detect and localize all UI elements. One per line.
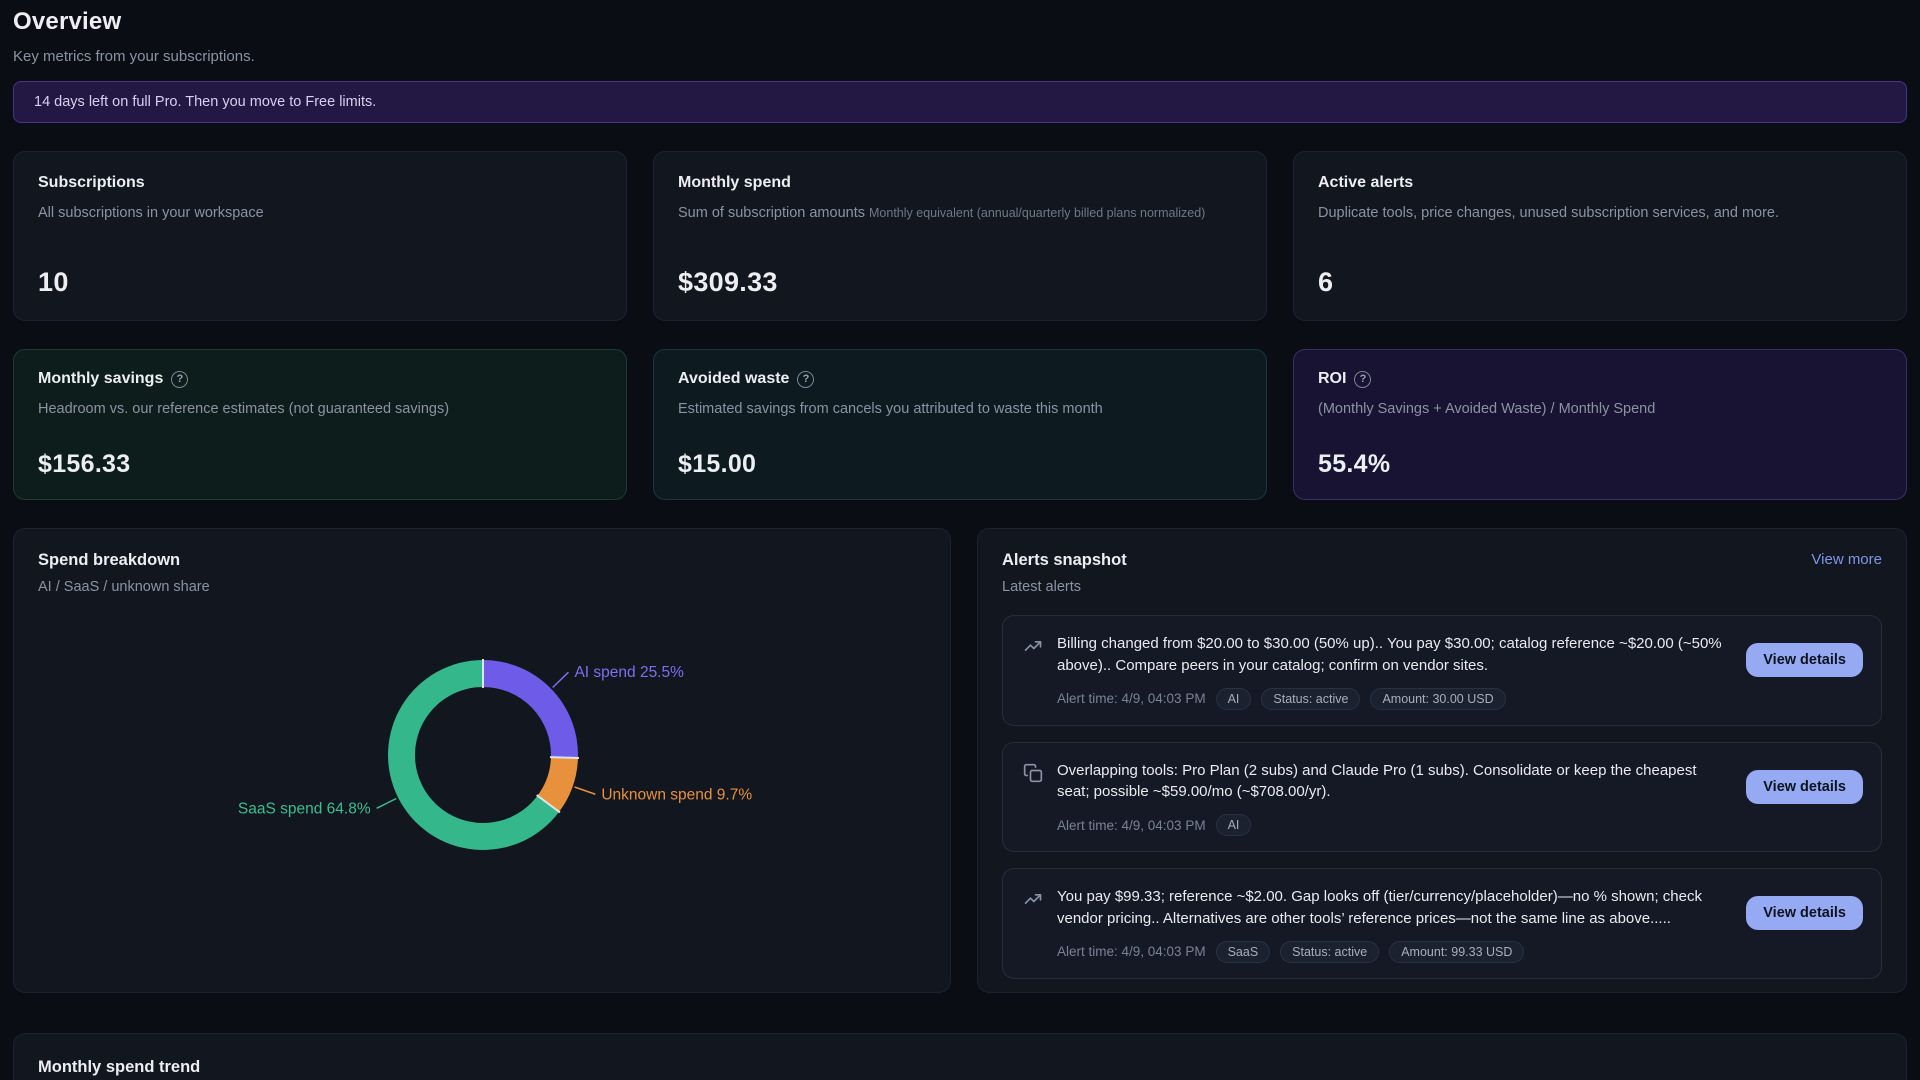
spend-donut-chart[interactable]: AI spend 25.5% Unknown spend 9.7% SaaS spe… (38, 595, 928, 955)
alert-text: You pay $99.33; reference ~$2.00. Gap lo… (1057, 888, 1702, 927)
card-description: Headroom vs. our reference estimates (no… (38, 401, 450, 417)
card-title: Subscriptions (38, 174, 145, 191)
monthly-spend-trend-panel: Monthly spend trend (13, 1033, 1907, 1080)
alert-tag: AI (1215, 814, 1252, 836)
trial-banner: 14 days left on full Pro. Then you move … (13, 81, 1907, 123)
roi-card: ROI ? (Monthly Savings + Avoided Waste) … (1293, 349, 1907, 500)
saas-spend-label: SaaS spend 64.8% (238, 800, 371, 817)
card-title: Active alerts (1318, 174, 1414, 191)
page-subtitle: Key metrics from your subscriptions. (13, 48, 255, 65)
card-description: (Monthly Savings + Avoided Waste) / Mont… (1318, 401, 1656, 417)
help-icon[interactable]: ? (1354, 370, 1372, 388)
monthly-savings-value: $156.33 (38, 450, 131, 478)
alert-tag: SaaS (1215, 940, 1271, 963)
card-title: Monthly spend (678, 174, 791, 191)
active-alerts-card: Active alerts Duplicate tools, price cha… (1293, 151, 1907, 321)
card-description-note: Monthly equivalent (annual/quarterly bil… (869, 206, 1206, 220)
card-description: Sum of subscription amounts Monthly equi… (678, 203, 1242, 223)
card-title: Monthly savings (38, 370, 164, 387)
label-leader-line (574, 786, 596, 795)
card-description: Estimated savings from cancels you attri… (678, 401, 1103, 417)
alert-text: Overlapping tools: Pro Plan (2 subs) and… (1057, 761, 1697, 801)
card-title: ROI (1318, 370, 1347, 387)
ai-spend-slice[interactable] (483, 660, 578, 758)
saas-spend-slice[interactable] (388, 660, 560, 850)
alert-tag: Status: active (1261, 687, 1361, 710)
trending-up-icon (1023, 889, 1043, 963)
card-title: Avoided waste (678, 370, 790, 387)
help-icon[interactable]: ? (797, 370, 815, 388)
unknown-spend-slice[interactable] (537, 757, 578, 812)
label-leader-line (552, 671, 569, 689)
help-icon[interactable]: ? (171, 370, 189, 388)
stat-cards-row: Subscriptions All subscriptions in your … (13, 151, 1907, 321)
alert-row: Overlapping tools: Pro Plan (2 subs) and… (1002, 741, 1882, 852)
panel-title: Monthly spend trend (38, 1058, 201, 1076)
view-more-link[interactable]: View more (1811, 551, 1882, 568)
alert-tag: Amount: 99.33 USD (1389, 940, 1525, 963)
avoided-waste-card: Avoided waste ? Estimated savings from c… (653, 349, 1267, 500)
panel-title: Alerts snapshot (1002, 551, 1127, 569)
alert-time: Alert time: 4/9, 04:03 PM (1057, 944, 1206, 959)
view-details-button[interactable]: View details (1746, 643, 1863, 677)
page-title: Overview (13, 8, 122, 35)
monthly-spend-value: $309.33 (678, 267, 778, 297)
card-description: Duplicate tools, price changes, unused s… (1318, 205, 1780, 221)
trending-up-icon (1023, 636, 1043, 710)
alert-time: Alert time: 4/9, 04:03 PM (1057, 691, 1206, 706)
alert-tag: Amount: 30.00 USD (1370, 687, 1506, 710)
alert-tag: Status: active (1280, 940, 1380, 963)
alert-list: Billing changed from $20.00 to $30.00 (5… (1002, 615, 1882, 979)
metric-cards-row: Monthly savings ? Headroom vs. our refer… (13, 349, 1907, 500)
alert-row: Billing changed from $20.00 to $30.00 (5… (1002, 615, 1882, 726)
alert-tag: AI (1215, 687, 1252, 710)
view-details-button[interactable]: View details (1746, 769, 1863, 804)
monthly-savings-card: Monthly savings ? Headroom vs. our refer… (13, 349, 627, 500)
monthly-spend-card: Monthly spend Sum of subscription amount… (653, 151, 1267, 321)
avoided-waste-value: $15.00 (678, 450, 757, 478)
spend-breakdown-panel: Spend breakdown AI / SaaS / unknown shar… (13, 528, 951, 993)
main-row: Spend breakdown AI / SaaS / unknown shar… (13, 528, 1907, 993)
panel-title: Spend breakdown (38, 551, 181, 569)
ai-spend-label: AI spend 25.5% (574, 664, 684, 681)
trial-banner-text: 14 days left on full Pro. Then you move … (34, 94, 377, 110)
alerts-snapshot-panel: Alerts snapshot Latest alerts View more … (977, 528, 1907, 993)
active-alerts-count: 6 (1318, 267, 1334, 297)
alert-text: Billing changed from $20.00 to $30.00 (5… (1057, 635, 1722, 674)
subscriptions-card: Subscriptions All subscriptions in your … (13, 151, 627, 321)
slice-separator (536, 794, 561, 814)
copy-icon (1023, 763, 1043, 837)
subscriptions-count: 10 (38, 267, 69, 297)
view-details-button[interactable]: View details (1746, 896, 1863, 930)
alert-row: You pay $99.33; reference ~$2.00. Gap lo… (1002, 868, 1882, 979)
slice-separator (549, 756, 579, 760)
card-description: All subscriptions in your workspace (38, 205, 264, 221)
label-leader-line (376, 797, 397, 810)
alert-time: Alert time: 4/9, 04:03 PM (1057, 817, 1206, 833)
unknown-spend-label: Unknown spend 9.7% (601, 786, 752, 803)
roi-value: 55.4% (1318, 450, 1391, 478)
panel-subtitle: AI / SaaS / unknown share (38, 579, 210, 595)
card-description-main: Sum of subscription amounts (678, 205, 865, 221)
panel-subtitle: Latest alerts (1002, 579, 1081, 595)
